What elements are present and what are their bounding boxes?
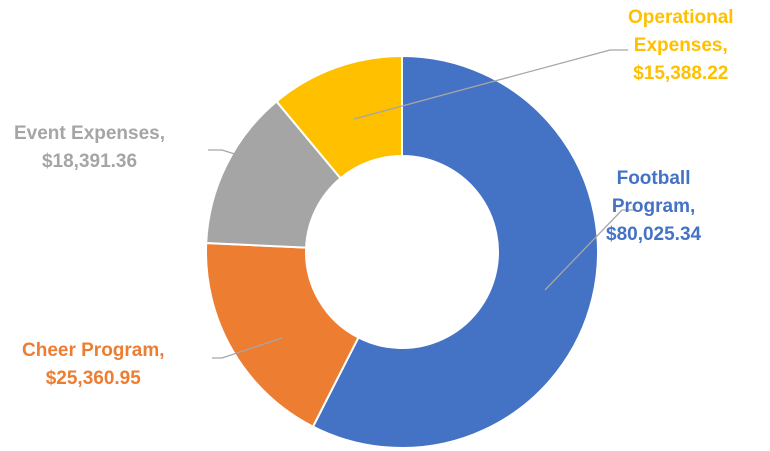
- leader-lines: [208, 49, 636, 359]
- slice-cheer-program: [205, 242, 360, 428]
- data-label-event-expenses: Event Expenses, $18,391.36: [14, 120, 165, 176]
- data-label-line: Expenses,: [633, 35, 728, 56]
- data-label-operational-expenses: Operational Expenses, $15,388.22: [628, 4, 734, 88]
- data-label-value: $25,360.95: [45, 368, 141, 389]
- data-label-line: Program,: [611, 196, 696, 217]
- leader-line-operational-expenses: [353, 49, 628, 120]
- slice-operational-expenses: [275, 54, 403, 180]
- data-label-football-program: Football Program, $80,025.34: [606, 165, 701, 249]
- leader-line-football-program: [544, 209, 636, 291]
- leader-line-event-expenses: [208, 149, 255, 161]
- data-label-line: Cheer Program,: [22, 340, 165, 361]
- data-label-cheer-program: Cheer Program, $25,360.95: [22, 337, 165, 393]
- data-label-value: $18,391.36: [41, 151, 138, 172]
- data-label-line: Event Expenses,: [14, 123, 166, 144]
- leader-line-cheer-program: [212, 337, 283, 359]
- data-label-value: $15,388.22: [633, 63, 729, 84]
- donut-slices: [205, 54, 599, 449]
- data-label-line: Football: [616, 168, 691, 189]
- slice-football-program: [311, 54, 599, 449]
- data-label-line: Operational: [628, 7, 734, 28]
- data-label-value: $80,025.34: [606, 224, 702, 245]
